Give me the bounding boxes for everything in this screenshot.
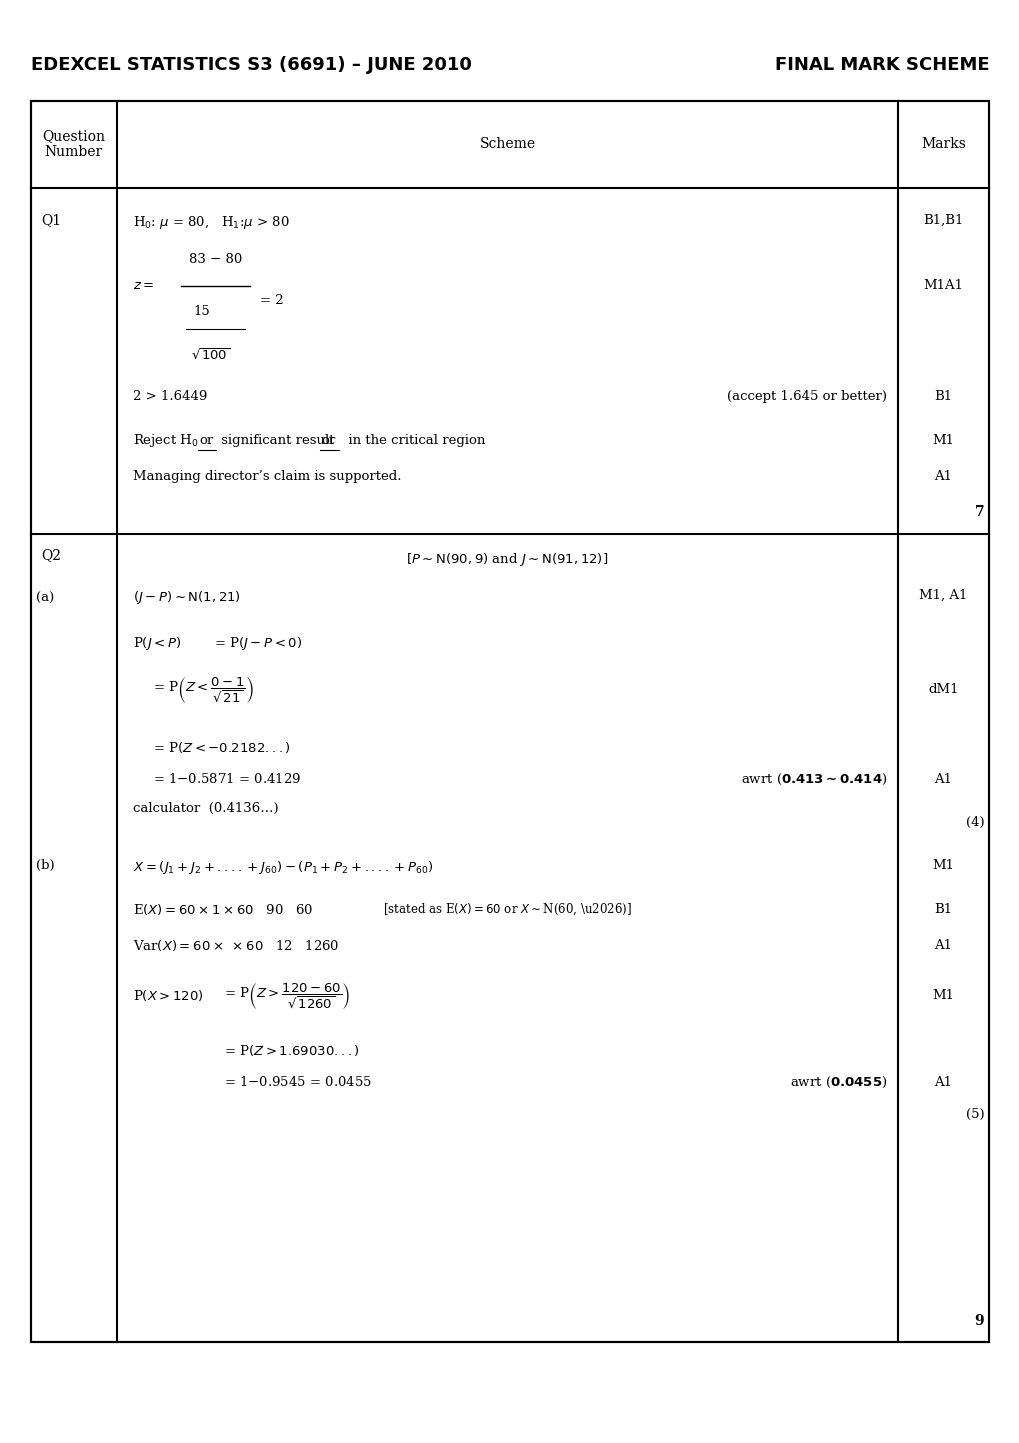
Text: awrt ($\mathbf{0.413 \sim 0.414}$): awrt ($\mathbf{0.413 \sim 0.414}$) <box>740 772 887 786</box>
Text: Reject H$_0$: Reject H$_0$ <box>132 431 203 449</box>
Text: M1, A1: M1, A1 <box>918 589 967 602</box>
Text: B1: B1 <box>933 390 952 404</box>
Text: P$(X > 120)$: P$(X > 120)$ <box>132 988 203 1003</box>
Text: $\sqrt{100}$: $\sqrt{100}$ <box>191 348 229 362</box>
Text: A1: A1 <box>933 772 952 786</box>
Text: M1: M1 <box>931 859 954 872</box>
Text: dM1: dM1 <box>927 683 958 697</box>
Text: $X = (J_1 + J_2 + .... + J_{60}) - (P_1 + P_2 + .... + P_{60})$: $X = (J_1 + J_2 + .... + J_{60}) - (P_1 … <box>132 859 433 876</box>
Text: significant result: significant result <box>217 433 343 447</box>
Text: 15: 15 <box>194 304 210 319</box>
Text: = P$(Z > 1.69030...)$: = P$(Z > 1.69030...)$ <box>224 1043 360 1058</box>
Text: M1: M1 <box>931 433 954 447</box>
Text: H$_0$: $\mu$ = 80,   H$_1$:$\mu$ > 80: H$_0$: $\mu$ = 80, H$_1$:$\mu$ > 80 <box>132 214 288 231</box>
Text: Marks: Marks <box>920 137 965 152</box>
Text: or: or <box>321 433 335 447</box>
Text: = 2: = 2 <box>260 293 283 307</box>
Text: Var$(X) = 60\times\; \times60$   12   1260: Var$(X) = 60\times\; \times60$ 12 1260 <box>132 938 338 952</box>
Text: [stated as E$(X) = 60$ or $X$$\sim$N(60, \u2026)]: [stated as E$(X) = 60$ or $X$$\sim$N(60,… <box>383 902 631 916</box>
Text: = P$\left(Z < \dfrac{0-1}{\sqrt{21}}\right)$: = P$\left(Z < \dfrac{0-1}{\sqrt{21}}\rig… <box>153 675 254 704</box>
Text: Q2: Q2 <box>41 548 61 563</box>
Text: 2 > 1.6449: 2 > 1.6449 <box>132 390 207 404</box>
Text: $(J - P) \sim \mathrm{N}(1, 21)$: $(J - P) \sim \mathrm{N}(1, 21)$ <box>132 589 240 606</box>
Text: 83 − 80: 83 − 80 <box>189 253 242 267</box>
Text: or: or <box>199 433 213 447</box>
Text: A1: A1 <box>933 469 952 483</box>
Text: = P$\left(Z > \dfrac{120-60}{\sqrt{1260}}\right)$: = P$\left(Z > \dfrac{120-60}{\sqrt{1260}… <box>224 981 351 1010</box>
Text: $[ P \sim \mathrm{N}(90,9)$ and $J \sim \mathrm{N}(91,12)]$: $[ P \sim \mathrm{N}(90,9)$ and $J \sim … <box>406 551 608 569</box>
Text: (4): (4) <box>965 815 983 830</box>
Text: B1: B1 <box>933 902 952 916</box>
Text: Q1: Q1 <box>41 214 61 228</box>
Text: (5): (5) <box>965 1108 983 1121</box>
Text: A1: A1 <box>933 938 952 952</box>
Text: M1A1: M1A1 <box>922 278 963 293</box>
Text: in the critical region: in the critical region <box>339 433 485 447</box>
Text: (accept 1.645 or better): (accept 1.645 or better) <box>727 390 887 404</box>
Text: = P$(Z < -0.2182...)$: = P$(Z < -0.2182...)$ <box>153 740 290 755</box>
Text: 9: 9 <box>974 1313 983 1328</box>
Text: B1,B1: B1,B1 <box>922 214 963 227</box>
Text: $z = $: $z = $ <box>132 278 154 293</box>
Text: P$(J < P)$        = P$(J - P < 0)$: P$(J < P)$ = P$(J - P < 0)$ <box>132 635 302 652</box>
Text: awrt ($\mathbf{0.0455}$): awrt ($\mathbf{0.0455}$) <box>789 1075 887 1089</box>
Text: E$(X) = 60\times1\times60$   90   60: E$(X) = 60\times1\times60$ 90 60 <box>132 902 313 916</box>
Text: = 1$-$0.5871 = 0.4129: = 1$-$0.5871 = 0.4129 <box>153 772 301 786</box>
Text: (b): (b) <box>36 859 54 872</box>
Text: = 1$-$0.9545 = 0.0455: = 1$-$0.9545 = 0.0455 <box>224 1075 372 1089</box>
Text: (a): (a) <box>36 592 54 605</box>
Text: Managing director’s claim is supported.: Managing director’s claim is supported. <box>132 469 400 483</box>
Text: Question
Number: Question Number <box>43 130 105 159</box>
Text: Scheme: Scheme <box>479 137 535 152</box>
Text: calculator  (0.4136…): calculator (0.4136…) <box>132 801 278 815</box>
Text: A1: A1 <box>933 1075 952 1089</box>
Text: 7: 7 <box>974 505 983 519</box>
Text: M1: M1 <box>931 988 954 1003</box>
Text: FINAL MARK SCHEME: FINAL MARK SCHEME <box>774 56 988 74</box>
Text: EDEXCEL STATISTICS S3 (6691) – JUNE 2010: EDEXCEL STATISTICS S3 (6691) – JUNE 2010 <box>31 56 471 74</box>
